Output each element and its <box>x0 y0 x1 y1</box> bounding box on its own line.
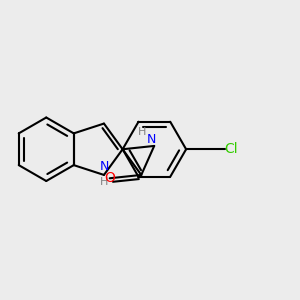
Text: H: H <box>138 127 146 137</box>
Text: N: N <box>99 160 109 172</box>
Text: O: O <box>104 171 115 185</box>
Text: Cl: Cl <box>224 142 238 156</box>
Text: H: H <box>100 176 108 187</box>
Text: N: N <box>147 133 156 146</box>
